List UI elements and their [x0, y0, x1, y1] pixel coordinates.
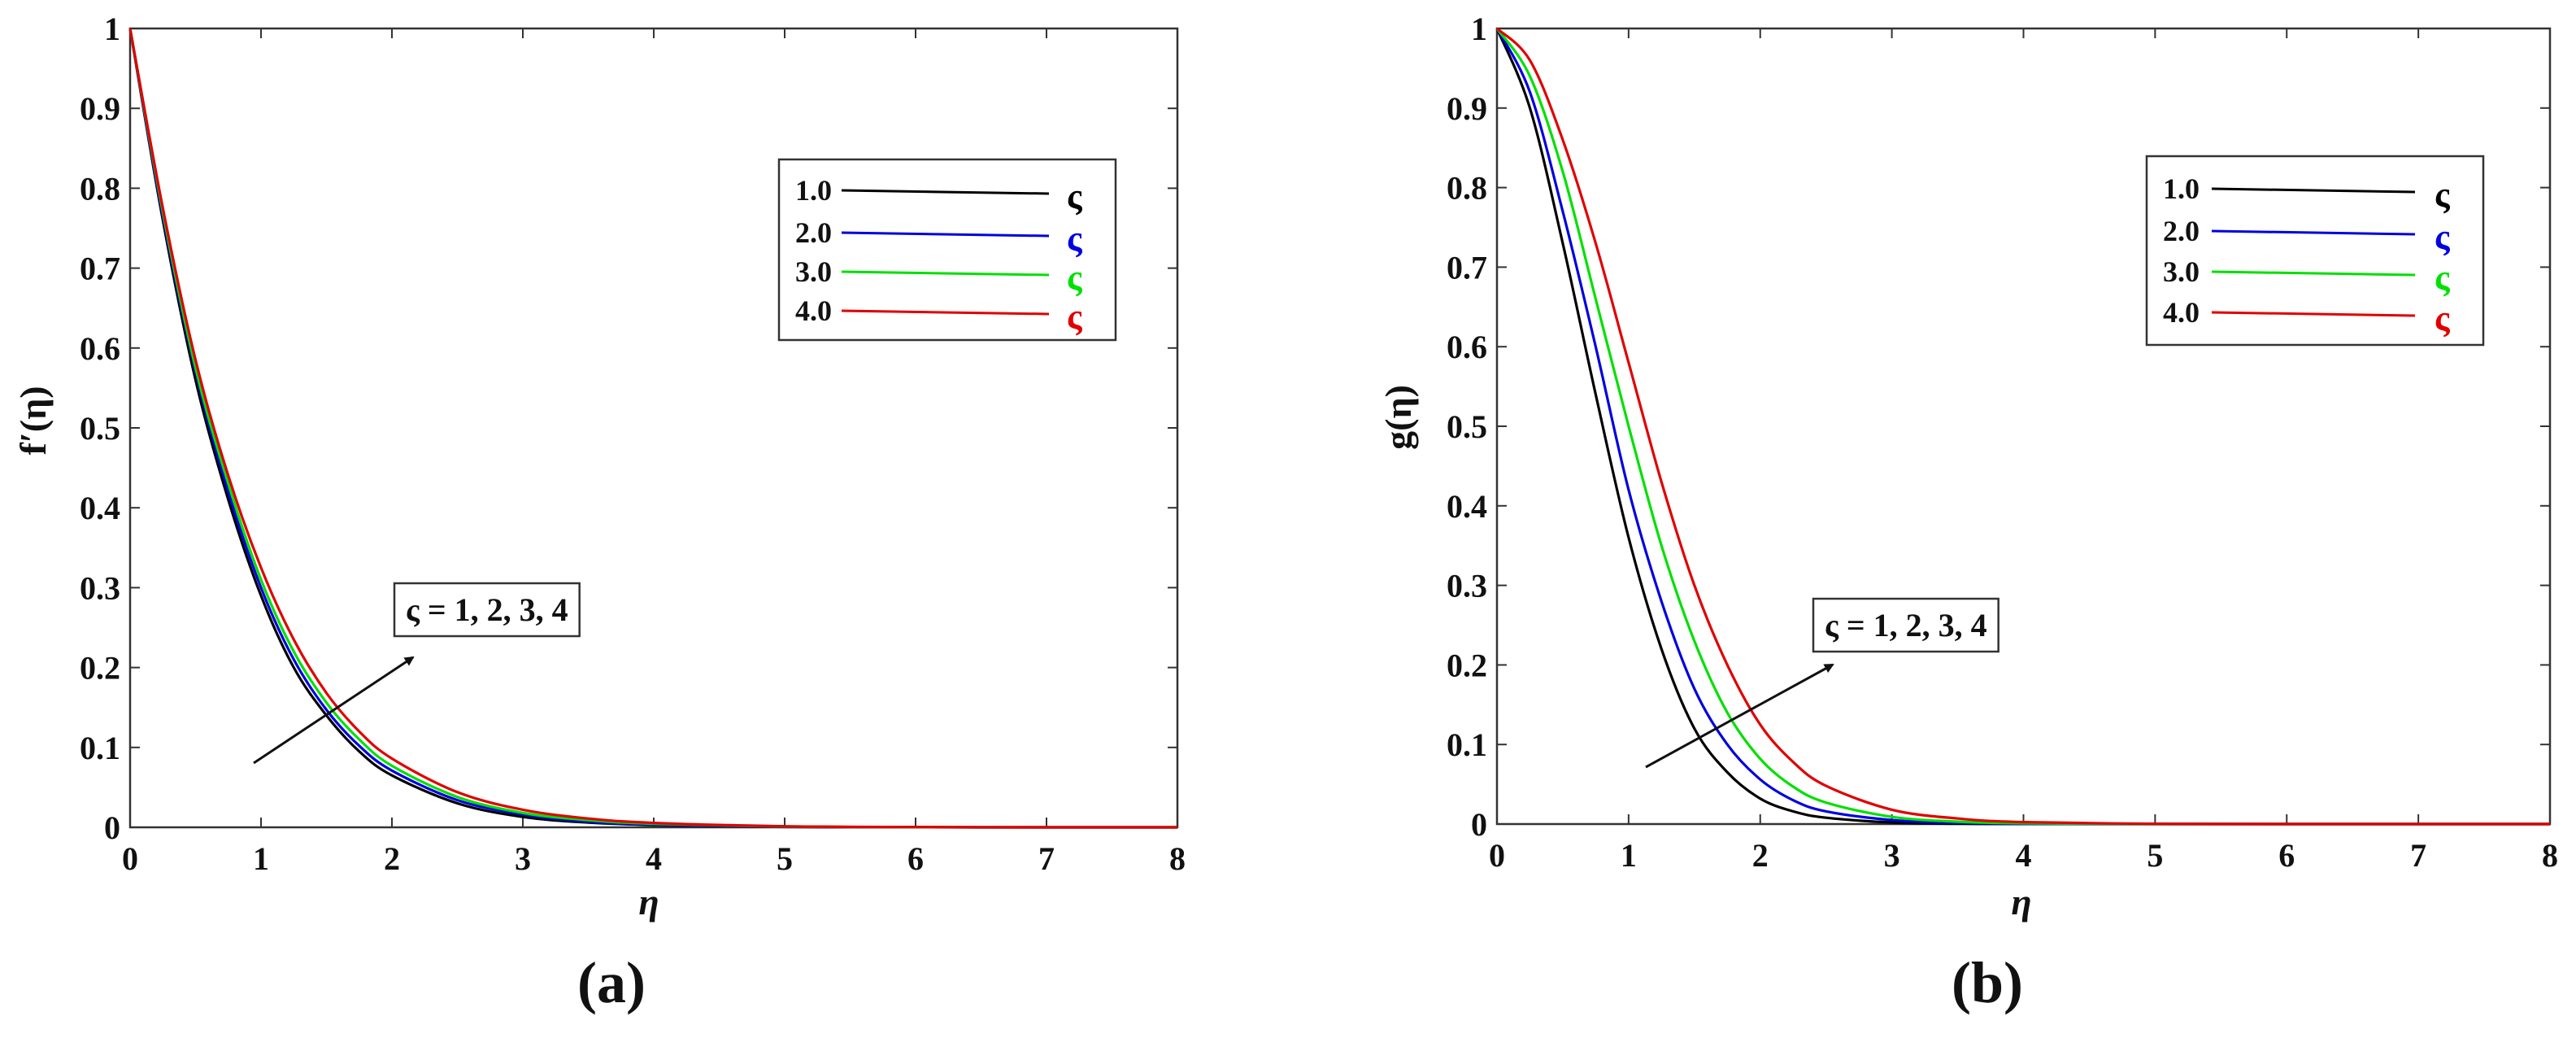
- chart-a-series-line: [128, 28, 1177, 829]
- chart-a-legend-symbol: ς: [1067, 219, 1083, 259]
- chart-a-legend-swatch: [841, 309, 1050, 316]
- chart-a-legend-symbol: ς: [1067, 177, 1083, 216]
- chart-a-ytick-label: 0.6: [80, 330, 120, 367]
- chart-a-series-line: [128, 28, 1177, 829]
- chart-a-legend-symbol: ς: [1067, 297, 1083, 337]
- chart-a-legend-swatch: [841, 231, 1050, 238]
- chart-b-ytick-label: 0.5: [1447, 408, 1487, 445]
- chart-b-ytick-label: 0.1: [1447, 726, 1487, 763]
- chart-a-plot-frame: [128, 27, 1179, 829]
- chart-b-legend-swatch: [2211, 229, 2416, 236]
- chart-a-ytick-label: 0.1: [80, 730, 120, 766]
- chart-a-ytick-label: 1: [104, 11, 120, 47]
- chart-b-legend-swatch: [2211, 270, 2416, 277]
- chart-a-legend-label: 2.0: [795, 216, 832, 249]
- chart-a-legend-swatch: [841, 189, 1050, 195]
- chart-b-xtick-label: 0: [1489, 837, 1505, 874]
- chart-a-ytick-label: 0: [104, 809, 120, 846]
- chart-b-ytick-label: 1: [1471, 11, 1487, 47]
- chart-a-xtick-label: 2: [384, 840, 400, 877]
- chart-a-series-line: [128, 28, 1177, 829]
- chart-a-ytick-label: 0.5: [80, 410, 120, 447]
- chart-b-legend-label: 1.0: [2163, 172, 2200, 205]
- chart-b-series-line: [1495, 28, 2550, 826]
- chart-b-ytick-label: 0: [1471, 806, 1487, 843]
- chart-a-ytick-label: 0.8: [80, 170, 120, 207]
- chart-b-xtick-label: 3: [1884, 837, 1900, 874]
- chart-b-xtick-label: 7: [2410, 837, 2426, 874]
- chart-a-xtick-label: 3: [515, 840, 531, 877]
- chart-a-xtick-label: 7: [1038, 840, 1055, 877]
- chart-b: g(η) η (b) ς = 1, 2, 3, 4 0 1 2 3 4 5 6 7 8 0 0.1 0…: [1377, 11, 2558, 1015]
- chart-a-legend-label: 4.0: [795, 294, 832, 327]
- chart-a-xtick-label: 0: [122, 840, 138, 877]
- chart-b-legend-symbol: ς: [2435, 217, 2451, 257]
- chart-a-panel-label: (a): [577, 950, 646, 1015]
- chart-b-legend-label: 2.0: [2163, 215, 2200, 247]
- chart-b-series-line: [1495, 27, 2550, 826]
- chart-b-panel-label: (b): [1952, 950, 2023, 1015]
- chart-b-annotation: ς = 1, 2, 3, 4: [1825, 607, 1987, 643]
- chart-a-ytick-label: 0.2: [80, 650, 120, 687]
- chart-b-xtick-label: 4: [2016, 837, 2032, 874]
- chart-a-xtick-label: 6: [907, 840, 924, 877]
- chart-a-legend-label: 3.0: [795, 255, 832, 288]
- chart-b-ytick-label: 0.2: [1447, 647, 1487, 683]
- chart-a-ytick-label: 0.7: [80, 251, 120, 287]
- chart-b-legend-symbol: ς: [2435, 175, 2451, 215]
- chart-a-legend-swatch: [841, 270, 1050, 277]
- chart-b-ytick-label: 0.3: [1447, 568, 1487, 604]
- chart-b-legend-swatch: [2211, 187, 2416, 194]
- chart-a-annotation-box: [393, 582, 581, 638]
- chart-b-xtick-label: 5: [2147, 837, 2163, 874]
- chart-b-xtick-label: 1: [1621, 837, 1637, 874]
- chart-b-ytick-label: 0.6: [1447, 329, 1487, 365]
- chart-a-xlabel: η: [638, 881, 659, 922]
- chart-b-xtick-label: 2: [1752, 837, 1769, 874]
- chart-a-ytick-label: 0.9: [80, 90, 120, 127]
- chart-a-legend-symbol: ς: [1067, 258, 1083, 298]
- chart-a-legend-label: 1.0: [795, 174, 832, 207]
- chart-b-ytick-label: 0.7: [1447, 249, 1487, 286]
- chart-a-xtick-label: 1: [253, 840, 269, 877]
- chart-b-annotation-box: [1812, 597, 1999, 653]
- chart-b-legend-label: 3.0: [2163, 255, 2200, 288]
- chart-b-xtick-label: 8: [2542, 837, 2558, 874]
- chart-a-ytick-label: 0.4: [80, 490, 120, 526]
- chart-b-ytick-label: 0.8: [1447, 170, 1487, 207]
- chart-a-legend: [777, 158, 1117, 342]
- chart-b-xtick-label: 6: [2278, 837, 2295, 874]
- chart-a-annotation-arrow: [253, 656, 415, 765]
- chart-a-ytick-label: 0.3: [80, 569, 120, 606]
- chart-b-series-line: [1495, 28, 2550, 826]
- chart-b-legend-swatch: [2211, 311, 2416, 317]
- chart-b-legend-symbol: ς: [2435, 258, 2451, 298]
- chart-a-xtick-label: 5: [777, 840, 793, 877]
- chart-a: f′(η) η (a) ς = 1, 2, 3, 4 0 1 2 3 4 5 6 7 8 0 0.1…: [12, 11, 1186, 1015]
- chart-b-plot-frame: [1495, 27, 2552, 826]
- chart-a-xtick-label: 4: [646, 840, 662, 877]
- chart-b-xlabel: η: [2011, 881, 2031, 922]
- chart-b-ylabel: g(η): [1377, 385, 1419, 450]
- chart-a-series-line: [128, 28, 1177, 829]
- chart-b-annotation-arrow: [1645, 663, 1834, 769]
- chart-b-legend-symbol: ς: [2435, 299, 2451, 338]
- chart-b-ytick-label: 0.9: [1447, 90, 1487, 127]
- chart-b-legend-label: 4.0: [2163, 296, 2200, 329]
- chart-a-xtick-label: 8: [1169, 840, 1186, 877]
- chart-a-annotation: ς = 1, 2, 3, 4: [406, 591, 568, 628]
- chart-a-ylabel: f′(η): [12, 386, 54, 455]
- chart-b-ytick-label: 0.4: [1447, 488, 1487, 525]
- chart-b-series-line: [1495, 28, 2550, 826]
